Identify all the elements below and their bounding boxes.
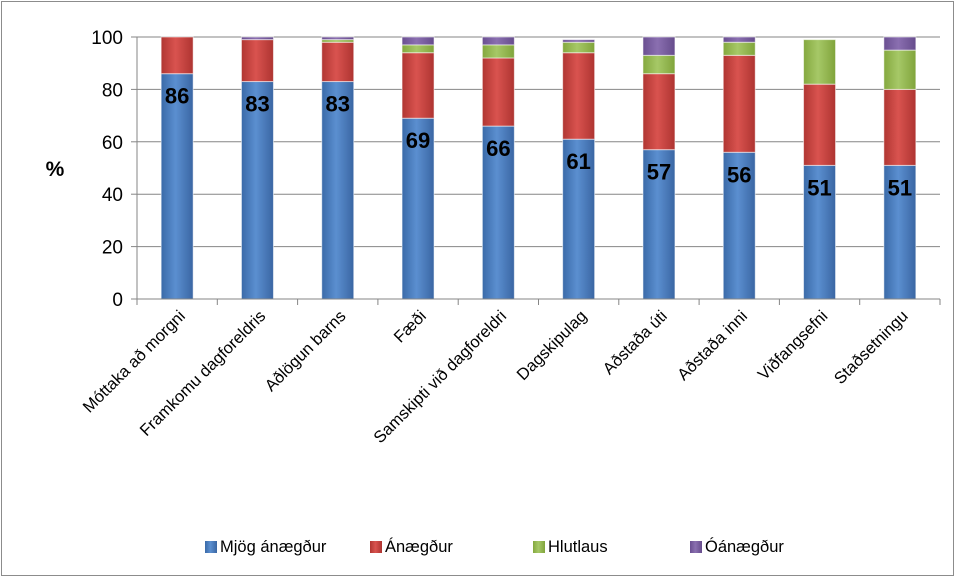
data-label: 83 [245,92,269,117]
bar-segment [562,138,596,300]
bar-segment [401,36,435,46]
bar-segment [722,41,756,56]
bar-segment [481,36,515,46]
data-label: 83 [326,92,350,117]
data-labels: 86 83 83 69 66 61 57 56 51 51 [165,84,912,201]
bar-segment [642,149,676,300]
x-category-label: Fæði [391,307,430,346]
bar-segment [803,39,837,85]
bar-segment [642,54,676,75]
x-category-label: Samskipti við dagforeldri [370,307,510,447]
y-tick-label: 20 [102,238,123,259]
data-label: 56 [727,162,751,187]
bar-segment [240,39,274,83]
legend-label: Hlutlaus [548,538,608,556]
data-label: 51 [807,175,831,200]
legend-label: Mjög ánægður [220,538,327,556]
legend-swatch [370,541,382,553]
x-axis [136,37,941,305]
bar-segment [401,44,435,54]
bar-segment [160,36,194,75]
data-label: 86 [165,84,189,109]
legend-swatch [533,541,545,553]
bars [160,36,917,300]
bar-segment [883,49,917,90]
x-category-label: Staðsetningu [831,307,912,388]
data-label: 66 [486,136,510,161]
y-tick-label: 80 [102,80,123,101]
x-category-label: Aðstaða úti [600,307,671,378]
bar-segment [562,52,596,140]
bar-segment [481,44,515,59]
bar-segment [562,39,596,43]
bar-segment [883,88,917,166]
bar-segment [481,57,515,127]
bar-segment [803,164,837,300]
data-label: 69 [406,128,430,153]
legend: Mjög ánægður Ánægður Hlutlaus Óánægður [205,537,784,556]
data-label: 51 [888,175,912,200]
bar-segment [321,41,355,83]
y-tick-label: 0 [112,290,123,311]
y-axis-ticks: 0 20 40 60 80 100 [91,28,137,311]
bar-segment [722,36,756,43]
legend-swatch [690,541,702,553]
bar-segment [401,52,435,119]
x-category-label: Aðlögun barns [262,307,350,395]
bar-segment [642,73,676,151]
y-tick-label: 60 [102,133,123,154]
y-axis-label: % [46,158,65,181]
data-label: 61 [566,149,590,174]
bar-segment [401,117,435,300]
bar-segment [642,36,676,56]
y-tick-label: 100 [91,28,123,49]
x-category-label: Aðstaða inni [674,307,751,384]
bar-segment [883,36,917,51]
data-label: 57 [647,160,671,185]
y-tick-label: 40 [102,185,123,206]
x-category-label: Dagskipulag [514,307,591,384]
bar-segment [240,36,274,41]
legend-swatch [205,541,217,553]
bar-segment [321,36,355,41]
bar-segment [562,41,596,54]
bar-segment [803,83,837,166]
bar-segment [481,125,515,300]
legend-label: Ánægður [385,537,453,556]
bar-segment [722,54,756,153]
legend-label: Óánægður [705,537,784,556]
bar-segment [883,164,917,300]
x-category-label: Viðfangsefni [755,307,832,384]
